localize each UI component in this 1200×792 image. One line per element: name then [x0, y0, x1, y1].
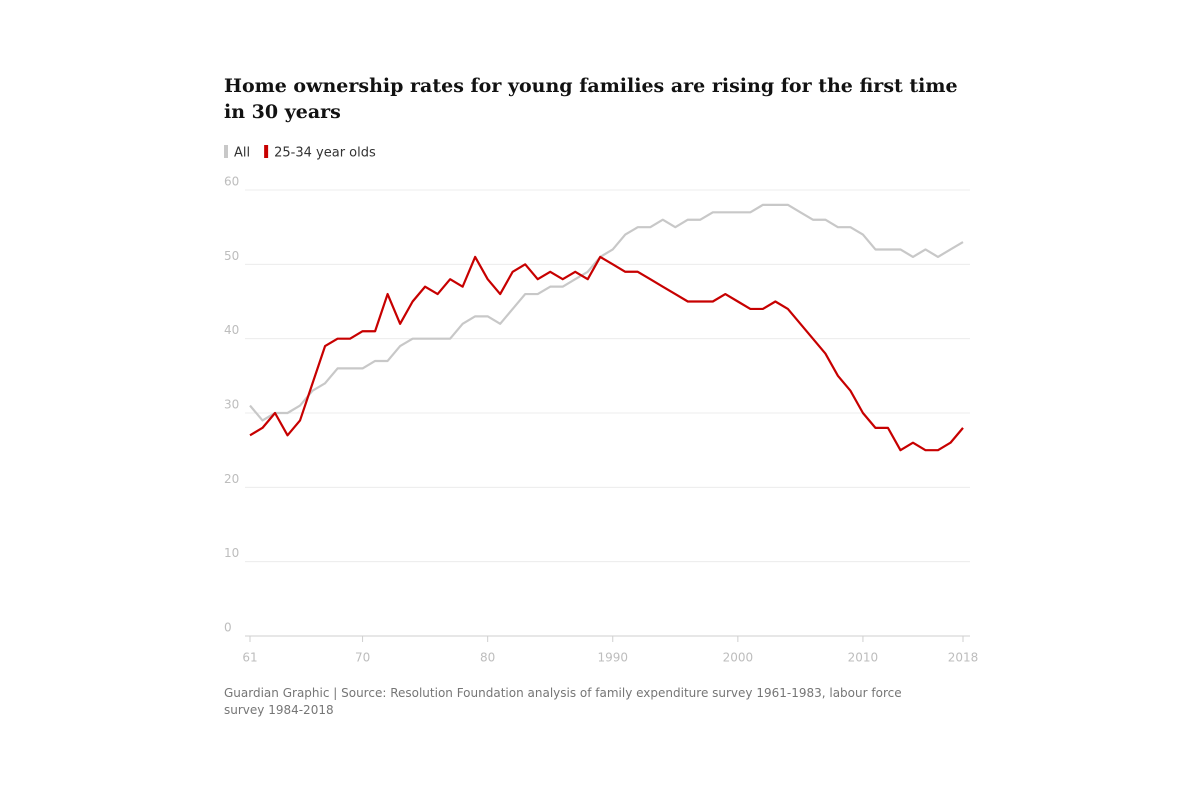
y-tick-label: 40	[224, 323, 239, 337]
y-tick-label: 20	[224, 472, 239, 486]
y-tick-label: 30	[224, 398, 239, 412]
series-line	[249, 255, 964, 452]
y-tick-label: 50	[224, 249, 239, 263]
chart-title: Home ownership rates for young families …	[224, 75, 958, 123]
legend-label: All	[234, 146, 250, 161]
source-note: Guardian Graphic | Source: Resolution Fo…	[224, 686, 902, 717]
y-tick-label: 10	[224, 546, 239, 560]
y-tick-label: 0	[224, 621, 232, 635]
series-line	[249, 203, 964, 422]
x-tick-label: 2018	[948, 651, 979, 665]
x-tick-label: 70	[355, 651, 370, 665]
legend-label: 25-34 year olds	[274, 146, 376, 161]
x-tick-label: 1990	[597, 651, 628, 665]
x-tick-label: 61	[242, 651, 257, 665]
legend-swatch	[224, 145, 228, 158]
x-tick-label: 80	[480, 651, 495, 665]
x-tick-label: 2000	[723, 651, 754, 665]
x-tick-label: 2010	[848, 651, 879, 665]
y-tick-label: 60	[224, 175, 239, 189]
legend-swatch	[264, 145, 269, 158]
